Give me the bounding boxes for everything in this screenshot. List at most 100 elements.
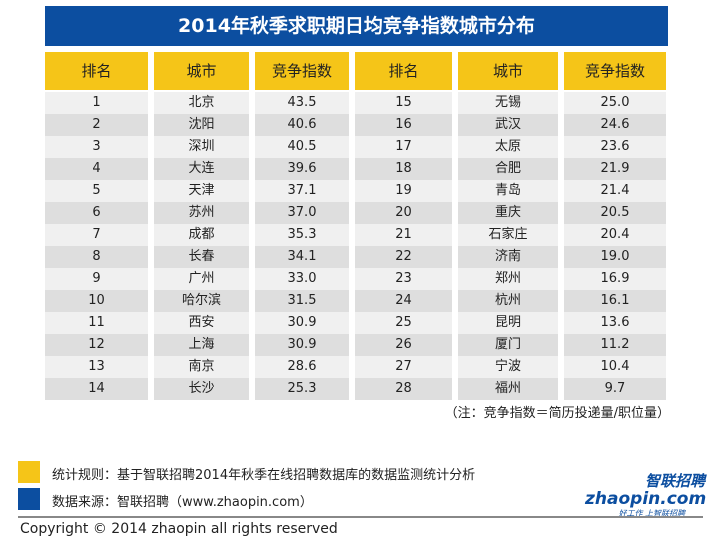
table-row: 14 长沙 25.3 28 福州 9.7 [45,378,668,400]
header-rank: 排名 [45,52,148,90]
cell-index: 10.4 [564,356,666,378]
cell-index: 16.1 [564,290,666,312]
table-row: 1 北京 43.5 15 无锡 25.0 [45,92,668,114]
cell-rank: 2 [45,114,148,136]
page-title: 2014年秋季求职期日均竞争指数城市分布 [45,6,668,46]
cell-rank: 5 [45,180,148,202]
cell-rank: 20 [355,202,452,224]
cell-index: 28.6 [255,356,349,378]
legend-rule-text: 统计规则：基于智联招聘2014年秋季在线招聘数据库的数据监测统计分析 [52,468,476,483]
cell-rank: 19 [355,180,452,202]
header-index: 竞争指数 [564,52,666,90]
cell-index: 11.2 [564,334,666,356]
cell-rank: 3 [45,136,148,158]
cell-index: 40.6 [255,114,349,136]
cell-rank: 13 [45,356,148,378]
table-row: 2 沈阳 40.6 16 武汉 24.6 [45,114,668,136]
cell-rank: 6 [45,202,148,224]
cell-city: 济南 [458,246,558,268]
cell-rank: 26 [355,334,452,356]
cell-city: 哈尔滨 [154,290,249,312]
header-index: 竞争指数 [255,52,349,90]
cell-city: 上海 [154,334,249,356]
cell-city: 厦门 [458,334,558,356]
cell-city: 大连 [154,158,249,180]
cell-rank: 10 [45,290,148,312]
cell-rank: 8 [45,246,148,268]
cell-city: 南京 [154,356,249,378]
cell-city: 郑州 [458,268,558,290]
cell-city: 沈阳 [154,114,249,136]
cell-index: 20.5 [564,202,666,224]
cell-index: 23.6 [564,136,666,158]
cell-city: 杭州 [458,290,558,312]
cell-city: 宁波 [458,356,558,378]
cell-rank: 27 [355,356,452,378]
legend-swatch-yellow [18,461,40,483]
cell-city: 成都 [154,224,249,246]
cell-index: 40.5 [255,136,349,158]
cell-rank: 14 [45,378,148,400]
cell-city: 天津 [154,180,249,202]
cell-city: 苏州 [154,202,249,224]
ranking-table: 排名 城市 竞争指数 排名 城市 竞争指数 1 北京 43.5 15 无锡 25.0 2 沈阳… [45,52,668,400]
table-row: 9 广州 33.0 23 郑州 16.9 [45,268,668,290]
cell-rank: 18 [355,158,452,180]
logo-cn: 智联招聘 [644,472,705,490]
cell-city: 青岛 [458,180,558,202]
logo-slogan: 好工作 上智联招聘 [618,509,685,518]
table-row: 4 大连 39.6 18 合肥 21.9 [45,158,668,180]
cell-rank: 25 [355,312,452,334]
cell-index: 9.7 [564,378,666,400]
cell-city: 北京 [154,92,249,114]
cell-rank: 22 [355,246,452,268]
cell-rank: 17 [355,136,452,158]
cell-city: 武汉 [458,114,558,136]
header-city: 城市 [154,52,249,90]
cell-city: 昆明 [458,312,558,334]
legend-source-text: 数据来源：智联招聘（www.zhaopin.com） [52,495,313,510]
table-row: 6 苏州 37.0 20 重庆 20.5 [45,202,668,224]
cell-index: 20.4 [564,224,666,246]
copyright: Copyright © 2014 zhaopin all rights rese… [20,521,338,537]
cell-rank: 9 [45,268,148,290]
cell-index: 16.9 [564,268,666,290]
table-row: 8 长春 34.1 22 济南 19.0 [45,246,668,268]
table-row: 12 上海 30.9 26 厦门 11.2 [45,334,668,356]
legend-swatch-blue [18,488,40,510]
cell-index: 43.5 [255,92,349,114]
cell-rank: 4 [45,158,148,180]
cell-index: 21.4 [564,180,666,202]
table-row: 3 深圳 40.5 17 太原 23.6 [45,136,668,158]
cell-city: 长春 [154,246,249,268]
table-row: 10 哈尔滨 31.5 24 杭州 16.1 [45,290,668,312]
cell-index: 24.6 [564,114,666,136]
cell-city: 长沙 [154,378,249,400]
cell-index: 30.9 [255,334,349,356]
cell-city: 石家庄 [458,224,558,246]
table-header: 排名 城市 竞争指数 排名 城市 竞争指数 [45,52,668,90]
header-city: 城市 [458,52,558,90]
cell-rank: 28 [355,378,452,400]
cell-index: 31.5 [255,290,349,312]
cell-city: 西安 [154,312,249,334]
header-rank: 排名 [355,52,452,90]
cell-city: 福州 [458,378,558,400]
cell-rank: 15 [355,92,452,114]
cell-index: 25.3 [255,378,349,400]
cell-rank: 12 [45,334,148,356]
cell-index: 25.0 [564,92,666,114]
divider [18,516,703,518]
cell-rank: 21 [355,224,452,246]
zhaopin-logo: 智联招聘 zhaopin.com 好工作 上智联招聘 [585,470,707,518]
logo-en: zhaopin.com [585,489,707,509]
cell-rank: 23 [355,268,452,290]
cell-city: 深圳 [154,136,249,158]
cell-rank: 7 [45,224,148,246]
cell-index: 19.0 [564,246,666,268]
cell-city: 太原 [458,136,558,158]
cell-index: 35.3 [255,224,349,246]
cell-city: 无锡 [458,92,558,114]
cell-index: 39.6 [255,158,349,180]
cell-rank: 1 [45,92,148,114]
